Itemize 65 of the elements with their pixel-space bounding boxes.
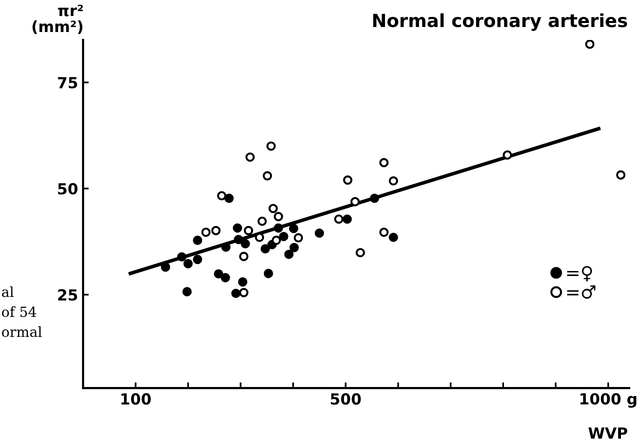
point <box>502 150 512 160</box>
point <box>262 171 272 180</box>
point <box>201 228 211 237</box>
point <box>290 242 299 252</box>
x-axis-title: WVP <box>588 427 628 439</box>
point <box>257 216 267 226</box>
point <box>221 242 231 252</box>
point <box>220 273 230 282</box>
text: ormal <box>2 326 42 338</box>
point <box>214 269 224 279</box>
point <box>239 288 248 298</box>
x-tick-label: 500 <box>330 393 361 405</box>
y-axis-title: πr² (mm²) <box>32 4 83 34</box>
point <box>379 158 389 168</box>
point <box>232 223 242 233</box>
point <box>334 214 344 224</box>
point <box>314 228 324 238</box>
y-tick-label: 25 <box>58 289 78 301</box>
point <box>217 191 226 200</box>
point <box>268 204 278 214</box>
text: of 54 <box>2 306 36 318</box>
point <box>231 288 241 298</box>
point <box>279 232 288 242</box>
point <box>288 224 298 234</box>
y-tick-label: 50 <box>58 183 78 195</box>
point <box>284 250 294 259</box>
point <box>192 236 202 245</box>
point <box>342 214 352 224</box>
point <box>239 252 248 262</box>
point <box>350 197 360 206</box>
point <box>616 170 626 180</box>
point <box>294 233 304 242</box>
point <box>177 252 186 262</box>
point <box>244 226 254 236</box>
point <box>272 236 281 245</box>
point <box>388 232 398 242</box>
point <box>388 176 398 186</box>
point <box>264 268 274 278</box>
point <box>260 244 270 254</box>
point <box>370 194 380 203</box>
point <box>160 262 170 272</box>
x-tick-label: 1000 g <box>580 393 636 408</box>
point <box>234 234 244 244</box>
x-tick-label: 100 <box>121 393 151 405</box>
point <box>211 226 221 236</box>
point <box>183 259 193 268</box>
legend-label: =♀ <box>567 266 592 282</box>
point <box>274 212 284 222</box>
point <box>245 152 255 162</box>
text: al <box>2 286 14 298</box>
point <box>192 254 202 264</box>
point <box>240 239 250 248</box>
legend-label: =♂ <box>567 285 596 299</box>
point <box>224 194 234 203</box>
point <box>356 248 365 258</box>
point <box>182 287 192 296</box>
point <box>274 223 284 233</box>
point <box>379 228 389 237</box>
point <box>238 277 248 287</box>
y-tick-label: 75 <box>58 77 78 88</box>
point <box>266 141 276 151</box>
chart-title: Normal coronary arteries <box>373 13 628 31</box>
point <box>585 40 594 49</box>
point <box>343 175 352 185</box>
point <box>254 232 264 242</box>
